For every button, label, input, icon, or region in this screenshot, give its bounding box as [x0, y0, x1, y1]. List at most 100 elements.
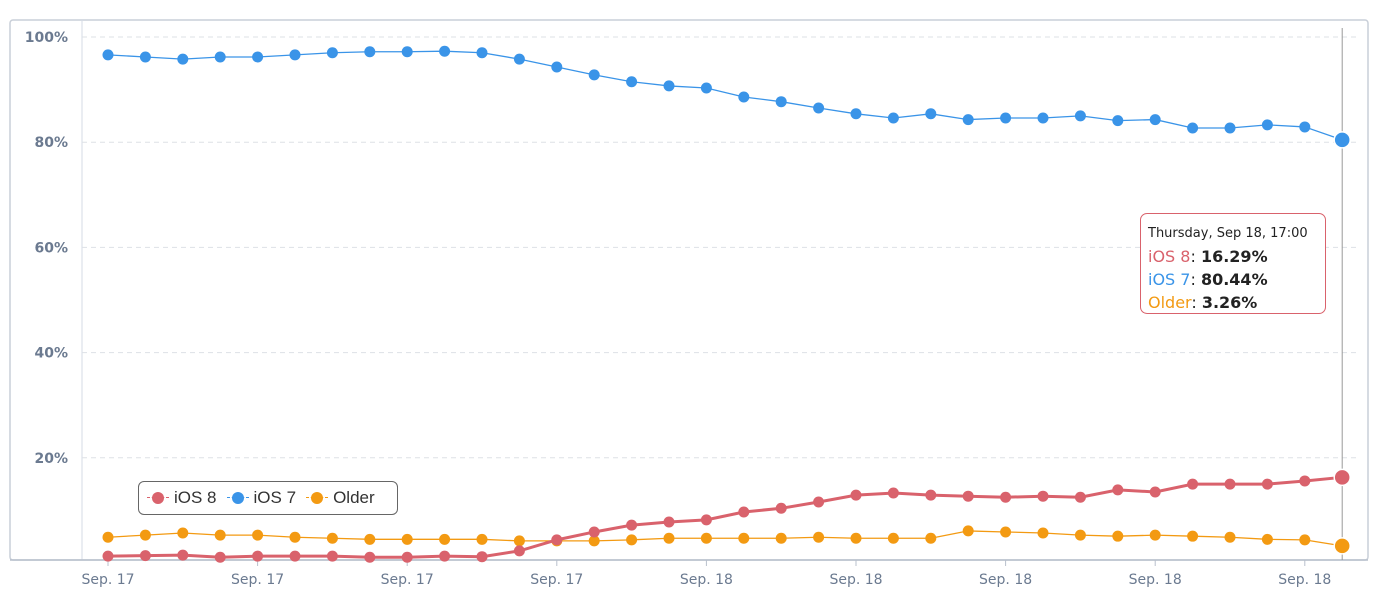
- data-point: [102, 531, 114, 543]
- data-point: [1187, 530, 1199, 542]
- legend-marker-icon: [306, 492, 329, 504]
- data-point: [850, 532, 862, 544]
- legend: iOS 8 iOS 7 Older: [138, 481, 398, 515]
- data-point: [700, 532, 712, 544]
- tooltip-series-name: iOS 7: [1148, 270, 1191, 289]
- legend-item-ios7[interactable]: iOS 7: [226, 488, 297, 508]
- data-point: [1299, 475, 1311, 487]
- data-point: [289, 550, 301, 562]
- data-point: [887, 487, 899, 499]
- data-point: [1037, 527, 1049, 539]
- data-point: [1261, 478, 1273, 490]
- data-point: [1224, 478, 1236, 490]
- series-ios-7: [102, 45, 1351, 149]
- data-point: [551, 61, 563, 73]
- data-point: [1000, 491, 1012, 503]
- data-point: [1299, 121, 1311, 133]
- y-tick-label: 60%: [34, 240, 68, 256]
- data-point: [1112, 115, 1124, 127]
- data-point: [1261, 533, 1273, 545]
- data-point: [401, 533, 413, 545]
- data-point: [663, 80, 675, 92]
- series-line: [107, 475, 1343, 559]
- data-point: [439, 550, 451, 562]
- data-point: [775, 532, 787, 544]
- data-point: [551, 534, 563, 546]
- y-tick-label: 100%: [25, 30, 68, 46]
- data-point: [326, 550, 338, 562]
- data-point: [1149, 529, 1161, 541]
- data-point: [1037, 490, 1049, 502]
- x-tick-label: Sep. 18: [1129, 572, 1182, 588]
- x-tick-label: Sep. 17: [530, 572, 583, 588]
- data-point: [1261, 119, 1273, 131]
- data-point: [364, 533, 376, 545]
- tooltip-value: 3.26%: [1201, 293, 1258, 312]
- data-point: [476, 533, 488, 545]
- data-point: [1224, 531, 1236, 543]
- tooltip-value: 80.44%: [1200, 270, 1268, 289]
- data-point: [925, 532, 937, 544]
- data-point: [513, 53, 525, 65]
- series-line: [107, 530, 1343, 547]
- data-point: [626, 519, 638, 531]
- data-point: [1037, 112, 1049, 124]
- data-point: [252, 529, 264, 541]
- data-point: [1149, 486, 1161, 498]
- y-tick-label: 20%: [34, 451, 68, 467]
- data-point: [850, 108, 862, 120]
- legend-item-older[interactable]: Older: [306, 488, 375, 508]
- data-point: [513, 535, 525, 547]
- legend-label: Older: [333, 488, 375, 507]
- data-point: [775, 502, 787, 514]
- y-tick-label: 80%: [34, 135, 68, 151]
- legend-item-ios8[interactable]: iOS 8: [147, 488, 217, 508]
- data-point: [588, 69, 600, 81]
- data-point: [1333, 468, 1351, 487]
- data-point: [813, 102, 825, 114]
- data-point: [326, 47, 338, 59]
- x-tick-label: Sep. 17: [231, 572, 284, 588]
- tooltip-row-ios8: iOS 8: 16.29%: [1148, 247, 1268, 266]
- data-point: [1000, 526, 1012, 538]
- data-point: [1000, 112, 1012, 124]
- legend-marker-icon: [147, 492, 169, 504]
- data-point: [1299, 534, 1311, 546]
- data-point: [102, 550, 114, 562]
- data-point: [214, 529, 226, 541]
- data-point: [401, 46, 413, 58]
- data-point: [738, 506, 750, 518]
- data-point: [214, 51, 226, 63]
- tooltip-row-older: Older: 3.26%: [1148, 293, 1258, 312]
- data-point: [252, 550, 264, 562]
- legend-label: iOS 7: [253, 488, 297, 507]
- data-point: [139, 51, 151, 63]
- x-tick-label: Sep. 18: [979, 572, 1032, 588]
- x-tick-label: Sep. 17: [381, 572, 434, 588]
- data-point: [588, 526, 600, 538]
- data-point: [1074, 491, 1086, 503]
- data-point: [1187, 478, 1199, 490]
- data-point: [439, 533, 451, 545]
- legend-label: iOS 8: [174, 488, 217, 507]
- data-point: [139, 550, 151, 562]
- data-point: [1187, 122, 1199, 134]
- data-point: [513, 545, 525, 557]
- data-point: [813, 496, 825, 508]
- data-point: [177, 527, 189, 539]
- data-point: [1074, 529, 1086, 541]
- data-point: [177, 549, 189, 561]
- x-tick-label: Sep. 18: [829, 572, 882, 588]
- tooltip: Thursday, Sep 18, 17:00 iOS 8: 16.29% iO…: [1140, 213, 1326, 314]
- data-point: [401, 551, 413, 563]
- x-tick-label: Sep. 18: [1278, 572, 1331, 588]
- data-point: [775, 96, 787, 108]
- data-point: [663, 532, 675, 544]
- data-point: [962, 490, 974, 502]
- tooltip-series-name: Older: [1148, 293, 1192, 312]
- x-tick-label: Sep. 17: [81, 572, 134, 588]
- series-line: [107, 50, 1343, 141]
- data-point: [252, 51, 264, 63]
- data-point: [626, 76, 638, 88]
- data-point: [962, 525, 974, 537]
